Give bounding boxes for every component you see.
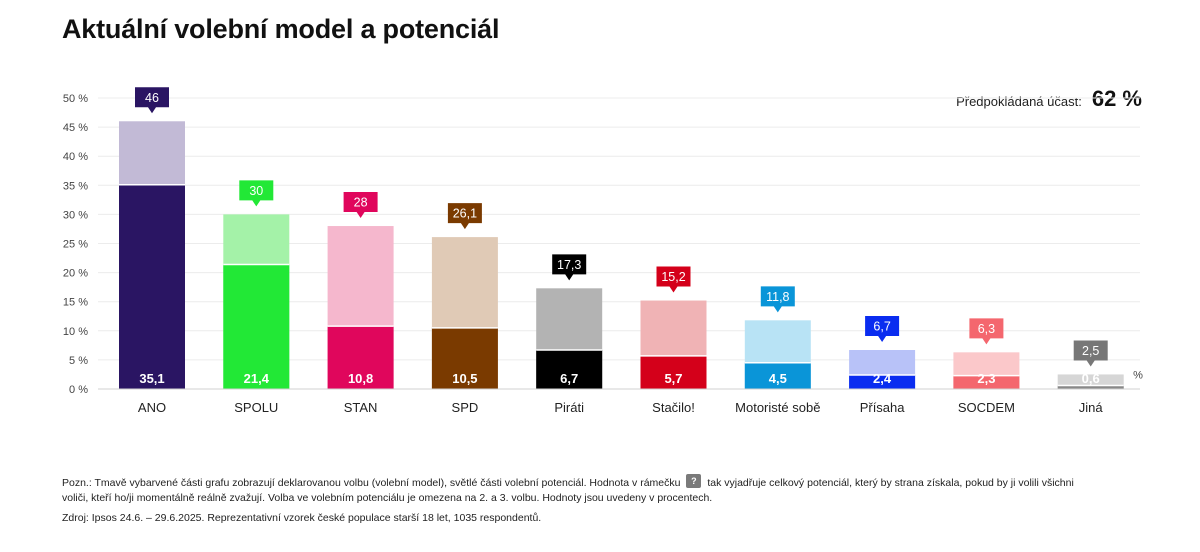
bar-model	[223, 264, 290, 389]
potential-badge-label: 46	[145, 91, 159, 105]
x-category-label: Stačilo!	[652, 400, 695, 415]
potential-badge-label: 30	[249, 184, 263, 198]
note-text-before: Pozn.: Tmavě vybarvené části grafu zobra…	[62, 477, 681, 489]
bar-model	[744, 362, 811, 389]
x-category-label: Přísaha	[860, 400, 906, 415]
potential-badge	[447, 203, 482, 230]
unit-label: %	[1133, 369, 1143, 381]
bar-model	[327, 326, 394, 389]
chart-source: Zdroj: Ipsos 24.6. – 29.6.2025. Reprezen…	[62, 512, 542, 524]
x-category-label: STAN	[344, 400, 378, 415]
potential-badge-label: 11,8	[766, 290, 789, 304]
x-category-label: Piráti	[554, 400, 584, 415]
potential-badge	[135, 87, 169, 114]
bar-model	[953, 375, 1020, 389]
y-tick-label: 5 %	[69, 355, 88, 367]
y-tick-label: 45 %	[63, 122, 88, 134]
x-category-label: Motoristé sobě	[735, 400, 820, 415]
bar-model-label: 21,4	[244, 371, 270, 386]
x-category-label: SPOLU	[234, 400, 278, 415]
bar-model-label: 5,7	[664, 371, 682, 386]
potential-badge-label: 6,7	[873, 320, 890, 334]
x-category-label: SPD	[452, 400, 479, 415]
potential-badge-label: 2,5	[1082, 344, 1099, 358]
note-text-after: tak vyjadřuje celkový potenciál, který b…	[62, 477, 1074, 504]
bar-model-label: 35,1	[139, 371, 164, 386]
bar-model-label: 4,5	[769, 371, 787, 386]
page-title: Aktuální volební model a potenciál	[62, 14, 500, 44]
y-tick-label: 20 %	[63, 268, 88, 280]
y-tick-label: 50 %	[63, 93, 88, 105]
bar-model	[849, 375, 916, 389]
x-category-label: Jiná	[1079, 400, 1104, 415]
bar-model	[431, 327, 498, 389]
bar-model	[640, 355, 707, 389]
y-tick-label: 10 %	[63, 326, 88, 338]
bar-model-label: 0,6	[1082, 371, 1100, 386]
potential-badge	[656, 266, 691, 293]
y-tick-label: 35 %	[63, 180, 88, 192]
bar-model-label: 2,4	[873, 371, 892, 386]
x-category-label: SOCDEM	[958, 400, 1015, 415]
y-tick-label: 25 %	[63, 239, 88, 251]
bar-model-label: 2,3	[977, 371, 995, 386]
potential-badge	[969, 318, 1004, 345]
x-category-label: ANO	[138, 400, 166, 415]
y-tick-label: 30 %	[63, 209, 88, 221]
potential-badge	[1073, 340, 1108, 367]
potential-badge	[343, 192, 378, 219]
potential-badge	[760, 286, 795, 313]
bar-model-label: 10,5	[452, 371, 477, 386]
bar-model	[536, 350, 603, 389]
bar-model	[1057, 385, 1124, 389]
bar-chart: 0 % 5 % 10 % 15 % 20 % 25 % 30 % 35 % 40 % 45 % 50…	[63, 87, 1143, 415]
y-tick-label: 40 %	[63, 151, 88, 163]
bar-model-label: 10,8	[348, 371, 373, 386]
chart-note: Pozn.: Tmavě vybarvené části grafu zobra…	[62, 474, 1102, 506]
bar-model-label: 6,7	[560, 371, 578, 386]
potential-badge-label: 15,2	[661, 270, 685, 284]
potential-badge-label: 17,3	[557, 258, 581, 272]
y-tick-label: 15 %	[63, 297, 88, 309]
potential-badge-label: 28	[354, 196, 368, 210]
bar-model	[119, 184, 185, 389]
note-badge-example: ?	[686, 474, 702, 488]
potential-badge	[552, 254, 587, 281]
y-tick-label: 0 %	[69, 384, 88, 396]
potential-badge-label: 6,3	[978, 322, 995, 336]
potential-badge	[865, 316, 900, 343]
potential-badge	[239, 180, 274, 207]
potential-badge-label: 26,1	[453, 207, 477, 221]
